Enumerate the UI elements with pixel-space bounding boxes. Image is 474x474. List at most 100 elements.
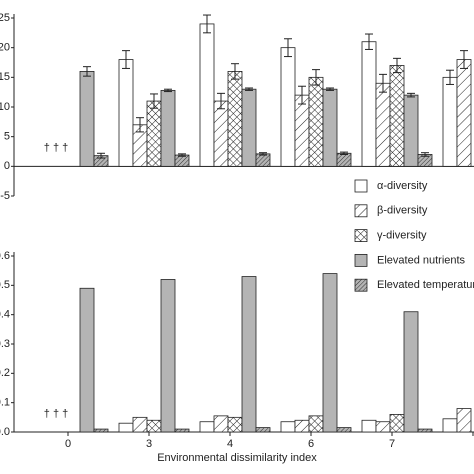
bar [160,89,176,167]
error-bar [245,87,253,91]
error-bar [393,57,401,74]
error-bar [203,14,211,34]
error-bar [150,93,158,109]
bar [442,418,458,433]
error-bar [178,153,186,157]
x-tick-label: 4 [227,438,233,450]
y-tick-label: 5 [4,131,10,143]
legend-swatch [354,229,368,243]
bar [375,421,391,433]
bar [361,41,377,167]
error-bar [326,87,334,91]
bar [308,76,324,167]
error-bar [312,69,320,86]
y-tick-label: 0.3 [0,338,10,350]
x-axis-label: Environmental dissimilarity index [157,452,317,464]
bar [227,71,243,167]
bar [241,88,257,167]
x-tick-label: 7 [389,438,395,450]
error-bar [122,50,130,69]
bar [280,421,296,433]
bar [79,287,95,433]
y-tick-label: 0.6 [0,250,10,262]
bar [308,415,324,433]
error-bar [259,152,267,156]
y-tick-label: 15 [0,71,10,83]
legend-swatch [354,278,368,292]
y-tick-label: 25 [0,12,10,24]
legend-label: β-diversity [377,205,428,217]
bar [227,416,243,433]
bar [118,59,134,167]
legend-swatch [354,204,368,218]
bar [213,415,229,433]
bar [118,422,134,433]
annotation: † † † [44,408,68,420]
bar [442,76,458,167]
bar [255,153,271,167]
bar [389,65,405,167]
legend-label: γ-diversity [377,230,427,242]
legend-label: Elevated nutrients [377,254,466,266]
bar [375,82,391,167]
bar [336,427,352,433]
error-bar [136,117,144,133]
error-bar [284,38,292,58]
error-bar [83,66,91,77]
x-tick-label: 6 [308,438,314,450]
error-bar [97,152,105,159]
bar [241,276,257,433]
bar [213,100,229,167]
legend-label: α-diversity [377,180,428,192]
bar [174,154,190,167]
error-bar [298,85,306,105]
y-tick-label: 0.2 [0,367,10,379]
bar [146,419,162,433]
bar [132,416,148,433]
bar [322,273,338,433]
bar [160,279,176,433]
error-bar [231,63,239,80]
bar [456,59,472,167]
error-bar [217,92,225,110]
y-tick-label: 20 [0,42,10,54]
bar [294,419,310,433]
error-bar [446,69,454,85]
bar [280,47,296,167]
error-bar [460,50,468,69]
error-bar [407,92,415,98]
bar [456,408,472,433]
bar [294,94,310,167]
bar [93,428,109,433]
y-tick-label: -5 [0,190,10,202]
bar [403,311,419,433]
error-bar [379,73,387,93]
error-bar [365,33,373,50]
error-bar [340,151,348,155]
bar [322,88,338,167]
y-tick-label: 0.0 [0,426,10,438]
legend-swatch [354,179,368,193]
y-tick-label: 0 [4,160,10,172]
error-bar [164,88,172,93]
y-tick-label: 0.1 [0,397,10,409]
x-tick-label: 3 [146,438,152,450]
bar [255,427,271,433]
legend-label: Elevated temperature [377,279,474,291]
bar [146,100,162,167]
y-tick-label: 0.4 [0,309,10,321]
x-tick-label: 0 [65,438,71,450]
bar [403,94,419,167]
error-bar [421,152,429,157]
y-tick-label: 0.5 [0,279,10,291]
bar [174,428,190,433]
bar [361,419,377,433]
bar [199,421,215,433]
bar [79,71,95,167]
legend-swatch [354,253,368,267]
y-tick-label: 10 [0,101,10,113]
annotation: † † † [44,142,68,154]
bar [199,23,215,167]
bar [417,428,433,433]
